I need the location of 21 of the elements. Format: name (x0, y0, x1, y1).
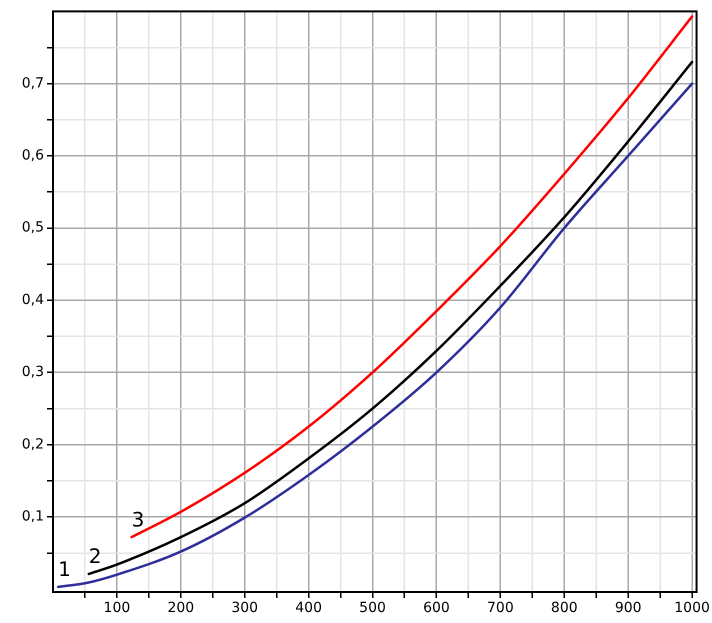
line-series (130, 15, 694, 538)
y-tick-label: 0,4 (22, 292, 44, 308)
x-tick-label: 700 (486, 600, 514, 616)
series-label: 3 (132, 507, 144, 532)
x-tick-label: 1000 (674, 600, 710, 616)
x-tick-label: 300 (231, 600, 258, 616)
x-tick-label: 200 (167, 600, 194, 616)
x-tick-label: 600 (423, 600, 450, 616)
y-tick-label: 0,1 (22, 508, 44, 525)
x-tick-label: 500 (359, 600, 386, 616)
y-tick-label: 0,6 (22, 147, 44, 164)
x-tick-label: 100 (104, 600, 130, 616)
x-tick-label: 800 (550, 600, 578, 616)
y-tick-label: 0,5 (22, 220, 44, 236)
x-tick-label: 400 (295, 600, 322, 616)
x-tick-label: 900 (614, 600, 642, 616)
series-label: 2 (88, 544, 102, 568)
y-tick-label: 0,3 (22, 364, 44, 380)
series-label: 1 (58, 557, 71, 582)
y-tick-label: 0,2 (22, 436, 44, 452)
y-tick-label: 0,7 (22, 75, 44, 92)
